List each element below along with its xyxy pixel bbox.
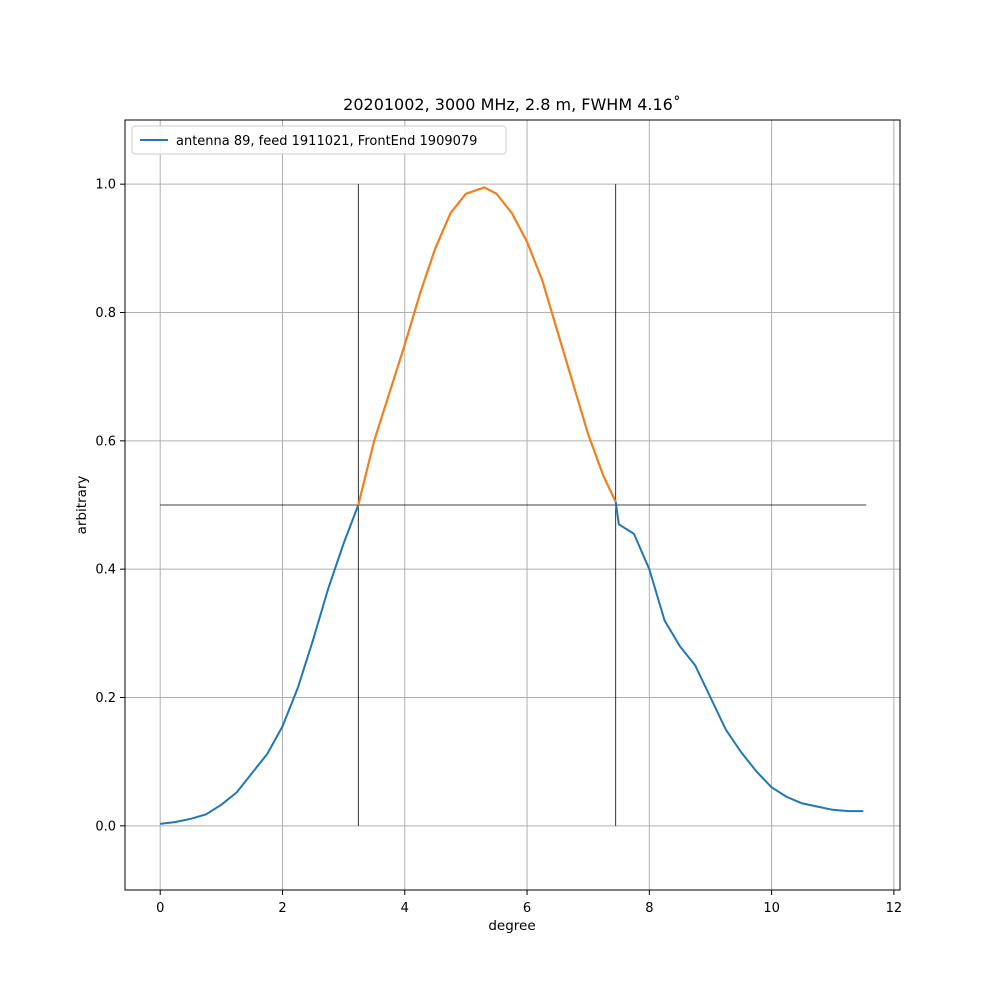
plot-frame <box>124 119 901 891</box>
series-lines <box>160 186 864 825</box>
x-axis-label: degree <box>488 918 535 934</box>
legend: antenna 89, feed 1911021, FrontEnd 19090… <box>131 125 507 155</box>
x-tick-label: 8 <box>645 901 653 916</box>
x-tick-label: 6 <box>523 901 531 916</box>
chart-title: 20201002, 3000 MHz, 2.8 m, FWHM 4.16˚ <box>343 95 681 114</box>
x-ticks: 0 2 4 6 8 10 12 <box>156 890 902 916</box>
y-tick-label: 1.0 <box>95 178 116 193</box>
series-line-main-lobe <box>357 186 617 506</box>
x-tick-label: 2 <box>278 901 286 916</box>
legend-label-beam: antenna 89, feed 1911021, FrontEnd 19090… <box>176 134 477 149</box>
y-ticks: 0.0 0.2 0.4 0.6 0.8 1.0 <box>95 178 125 834</box>
y-tick-label: 0.6 <box>95 434 116 449</box>
x-tick-label: 4 <box>401 901 409 916</box>
y-tick-label: 0.2 <box>95 691 116 706</box>
y-tick-label: 0.4 <box>95 563 116 578</box>
y-tick-label: 0.0 <box>95 819 116 834</box>
y-tick-label: 0.8 <box>95 306 116 321</box>
x-tick-label: 0 <box>156 901 164 916</box>
y-axis-label: arbitrary <box>74 476 90 535</box>
x-tick-label: 12 <box>886 901 903 916</box>
legend-box <box>131 125 507 155</box>
x-tick-label: 10 <box>763 901 780 916</box>
